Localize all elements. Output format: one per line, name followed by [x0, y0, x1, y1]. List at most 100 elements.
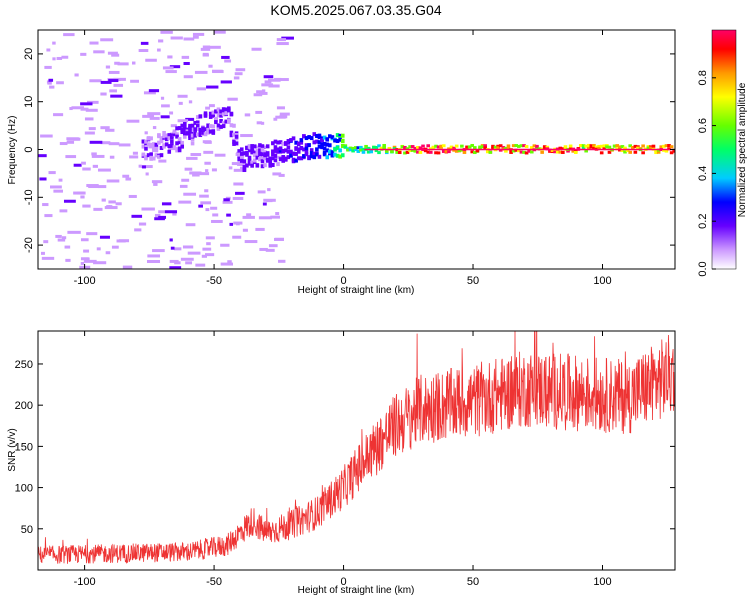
heatmap-ridge-482: [224, 107, 229, 112]
heatmap-ridge-782: [436, 145, 441, 149]
heatmap-blob-272: [80, 238, 89, 242]
heatmap-ridge-661: [317, 154, 322, 159]
heatmap-ridge-794: [452, 146, 456, 150]
heatmap-blob-276: [147, 112, 161, 116]
heatmap-ridge-493: [229, 111, 234, 116]
heatmap-blob-129: [113, 77, 126, 81]
heatmap-ridge-548: [258, 143, 262, 148]
heatmap-blob-225: [276, 38, 287, 42]
heatmap-blob-163: [122, 174, 130, 178]
heatmap-ridge-902: [592, 146, 596, 150]
heatmap-ridge-689: [330, 135, 335, 140]
snr-xtick-label-4: 100: [593, 576, 611, 588]
heatmap-ridge-342: [151, 142, 156, 147]
snr-x-ticks: -100 -50 0 50 100: [74, 331, 612, 588]
heatmap-ridge-594: [281, 158, 285, 163]
heatmap-ridge-947: [649, 146, 653, 150]
heatmap-ridge-587: [278, 140, 283, 145]
heatmap-ridge-596: [283, 148, 288, 153]
heatmap-ridge-835: [504, 146, 508, 150]
heatmap-blob-185: [46, 48, 51, 52]
heatmap-blob-32: [203, 150, 214, 154]
heatmap-ridge-443: [203, 111, 208, 116]
heatmap-blob-186: [52, 57, 56, 61]
heatmap-blob-62: [93, 50, 105, 54]
heatmap-ridge-697: [335, 139, 340, 144]
heatmap-blob-232: [138, 222, 147, 226]
heatmap-blob-288: [57, 238, 66, 242]
snr-frame: [37, 330, 676, 571]
heatmap-blob-205: [202, 52, 209, 56]
heatmap-ridge-441: [203, 132, 208, 137]
heatmap-blob-86: [192, 32, 205, 36]
heatmap-ridge-821: [485, 150, 490, 154]
heatmap-blob-65: [226, 213, 231, 217]
heatmap-ridge-425: [195, 115, 200, 120]
heatmap-blob-103: [158, 159, 167, 163]
heatmap-blob-128: [56, 81, 64, 85]
heatmap-ridge-404: [183, 122, 187, 127]
heatmap-blob-35: [125, 177, 132, 181]
heatmap-ridge-851: [524, 145, 529, 149]
heatmap-blob-223: [41, 256, 55, 260]
heatmap-ridge-545: [258, 148, 262, 153]
heatmap-ridge-603: [286, 155, 291, 160]
heatmap-ytick-label-4: 20: [23, 48, 35, 60]
heatmap-blob-126: [55, 234, 62, 238]
heatmap-blob-269: [276, 42, 289, 46]
heatmap-ridge-379: [170, 133, 174, 138]
heatmap-ridge-694: [333, 147, 337, 152]
heatmap-blob-194: [169, 238, 173, 242]
heatmap-ridge-538: [252, 150, 257, 155]
heatmap-ridge-519: [242, 151, 247, 156]
heatmap-ridge-880: [563, 145, 568, 149]
heatmap-blob-247: [196, 87, 206, 91]
heatmap-blob-116: [214, 153, 226, 157]
heatmap-ridge-456: [211, 124, 216, 129]
heatmap-ridge-720: [356, 146, 361, 150]
heatmap-ridge-505: [237, 149, 241, 154]
heatmap-blob-204: [73, 163, 82, 167]
heatmap-blob-122: [39, 177, 47, 181]
heatmap-ridge-921: [615, 144, 620, 148]
heatmap-ridge-724: [361, 147, 366, 151]
heatmap-ridge-374: [167, 149, 172, 154]
heatmap-ridge-677: [325, 137, 330, 142]
heatmap-ridge-451: [208, 114, 213, 119]
heatmap-blob-213: [148, 89, 160, 93]
heatmap-blob-29: [212, 70, 224, 74]
heatmap-blob-47: [208, 104, 215, 108]
colorbar-tick-label-0: 0.0: [697, 261, 709, 276]
heatmap-ridge-736: [377, 151, 381, 155]
heatmap-blob-130: [185, 223, 196, 227]
heatmap-blob-305: [251, 47, 262, 51]
heatmap-ridge-777: [429, 150, 433, 154]
heatmap-blob-239: [190, 153, 202, 157]
heatmap-ridge-579: [273, 139, 278, 144]
heatmap-ridge-817: [480, 145, 485, 149]
heatmap-ridge-669: [320, 138, 324, 143]
heatmap-ridge-743: [384, 149, 389, 153]
heatmap-ridge-756: [403, 151, 407, 155]
heatmap-ridge-422: [193, 133, 197, 138]
heatmap-ridge-576: [273, 145, 278, 150]
heatmap-blob-313: [195, 263, 206, 267]
heatmap-ridge-575: [273, 158, 278, 163]
heatmap-ridge-582: [276, 162, 280, 167]
heatmap-ridge-458: [211, 130, 216, 135]
heatmap-ridge-348: [154, 142, 159, 147]
heatmap-blob-74: [202, 45, 211, 49]
heatmap-ridge-757: [403, 145, 407, 149]
heatmap-ridge-854: [529, 146, 534, 150]
heatmap-ridge-431: [198, 130, 203, 135]
heatmap-ridge-951: [654, 148, 658, 152]
heatmap-ridge-634: [302, 134, 306, 139]
heatmap-ridge-663: [317, 140, 322, 145]
heatmap-ridge-377: [170, 139, 174, 144]
heatmap-blob-94: [205, 169, 209, 173]
heatmap-ridge-465: [216, 107, 221, 112]
heatmap-ridge-818: [483, 144, 487, 148]
heatmap-ytick-label-3: 10: [23, 96, 35, 108]
heatmap-ridge-592: [281, 149, 285, 154]
heatmap-ridge-473: [219, 109, 223, 114]
